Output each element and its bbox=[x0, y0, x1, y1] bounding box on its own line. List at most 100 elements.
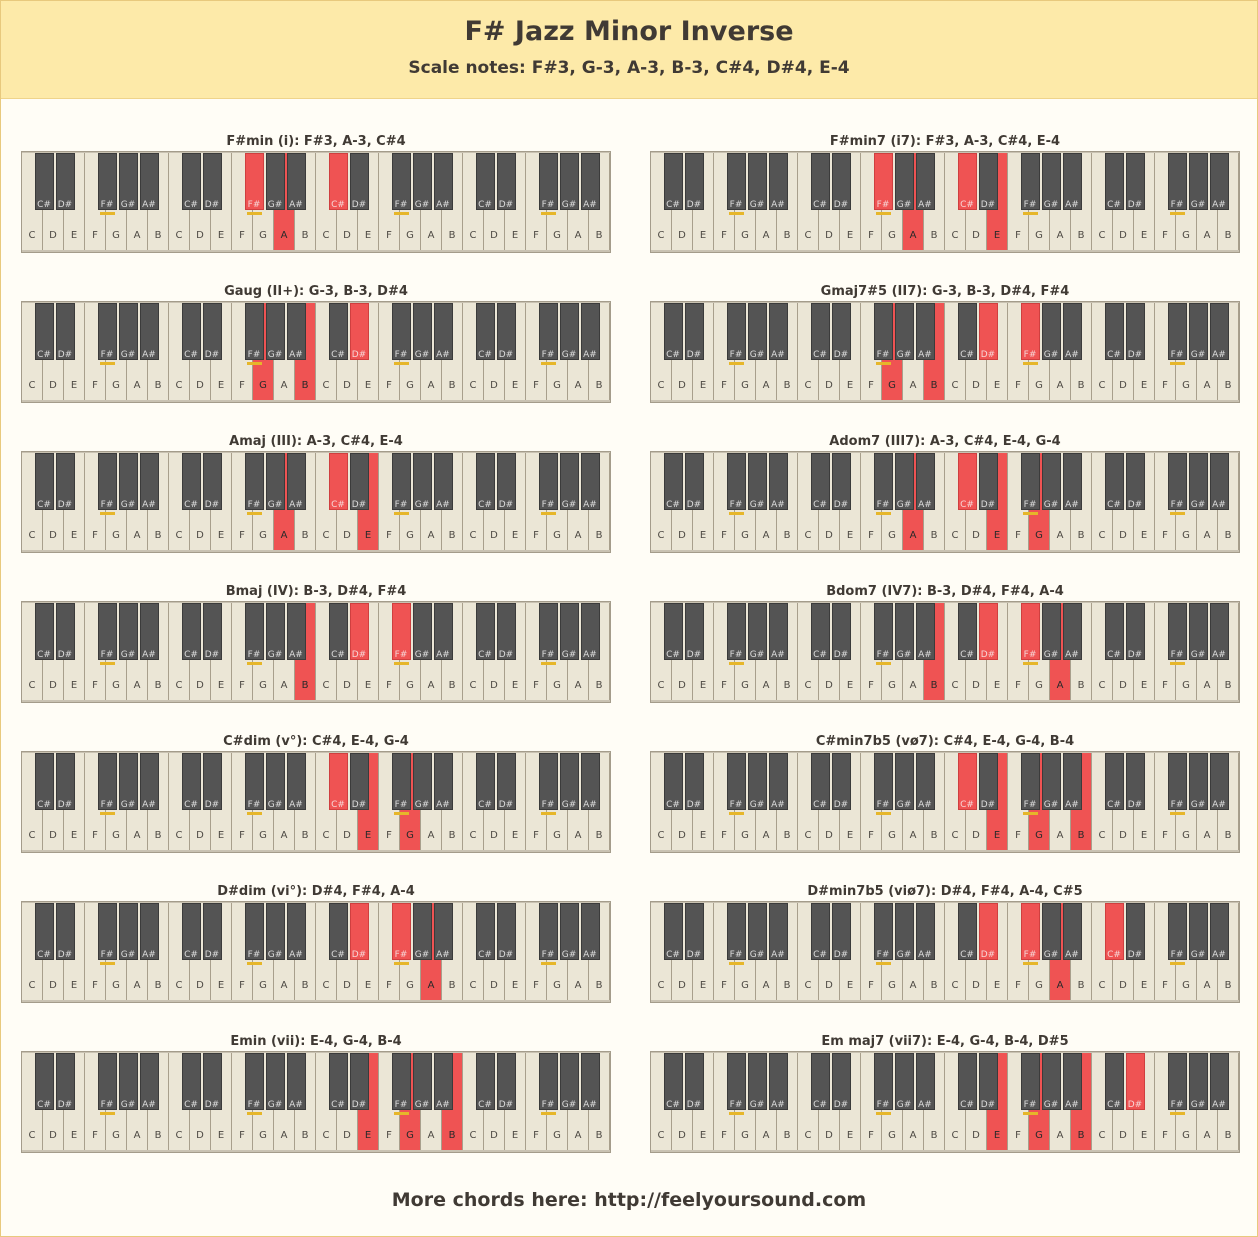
black-key-label: D# bbox=[686, 950, 702, 960]
black-key-label: C# bbox=[331, 500, 345, 510]
black-key: G# bbox=[747, 1053, 767, 1110]
black-key: D# bbox=[55, 153, 75, 210]
black-key: F# bbox=[1167, 453, 1187, 515]
white-key-label: F bbox=[1162, 380, 1168, 391]
black-key: F# bbox=[244, 1053, 264, 1115]
white-key-label: E bbox=[1140, 980, 1148, 991]
piano-keyboard: C D E F G A B C D E F G A B C D E F G A B C D E F G A B C# D# F# G# A# C#… bbox=[21, 151, 611, 253]
black-key-label: G# bbox=[267, 200, 283, 210]
black-key: F# bbox=[726, 903, 746, 965]
root-marker bbox=[728, 1112, 744, 1115]
white-key-label: A bbox=[427, 230, 435, 241]
black-key: G# bbox=[1041, 453, 1061, 510]
white-key-label: E bbox=[993, 1130, 1001, 1141]
black-key-label: A# bbox=[918, 1100, 932, 1110]
black-key: A# bbox=[139, 153, 159, 210]
black-key: A# bbox=[915, 903, 935, 960]
white-key-label: G bbox=[259, 980, 267, 991]
black-key-label: G# bbox=[896, 950, 912, 960]
black-key-label: C# bbox=[666, 500, 680, 510]
root-marker bbox=[393, 962, 409, 965]
white-key-label: D bbox=[825, 680, 833, 691]
black-key: G# bbox=[894, 153, 914, 210]
black-key: C# bbox=[957, 453, 977, 510]
black-key-label: D# bbox=[204, 800, 220, 810]
white-key-label: A bbox=[133, 830, 141, 841]
white-key-label: F bbox=[1162, 530, 1168, 541]
white-key-label: E bbox=[217, 380, 225, 391]
black-key: A# bbox=[433, 303, 453, 360]
root-marker bbox=[540, 212, 556, 215]
black-key-label: D# bbox=[833, 800, 849, 810]
footer-link-text[interactable]: More chords here: http://feelyoursound.c… bbox=[391, 1189, 867, 1211]
white-key-label: A bbox=[427, 380, 435, 391]
white-key-label: D bbox=[343, 230, 351, 241]
black-key: C# bbox=[663, 903, 683, 960]
black-key-label: A# bbox=[142, 500, 156, 510]
white-key-label: D bbox=[490, 530, 498, 541]
black-key: G# bbox=[1041, 153, 1061, 210]
white-key-label: E bbox=[1140, 830, 1148, 841]
black-key: F# bbox=[538, 903, 558, 965]
black-key: C# bbox=[1104, 1053, 1124, 1110]
black-key: G# bbox=[265, 903, 285, 960]
black-key: C# bbox=[663, 303, 683, 360]
white-key-label: E bbox=[70, 680, 78, 691]
black-key-label: G# bbox=[1043, 950, 1059, 960]
white-key-label: C bbox=[469, 380, 477, 391]
scale-notes: Scale notes: F#3, G-3, A-3, B-3, C#4, D#… bbox=[408, 58, 850, 78]
black-key-label: A# bbox=[436, 800, 450, 810]
black-key: F# bbox=[1167, 153, 1187, 215]
black-key: A# bbox=[768, 903, 788, 960]
black-key-label: G# bbox=[896, 1100, 912, 1110]
black-key-label: F# bbox=[1170, 650, 1184, 660]
white-key-label: B bbox=[1077, 830, 1085, 841]
black-key-label: F# bbox=[1023, 200, 1037, 210]
black-key: G# bbox=[1188, 603, 1208, 660]
white-key-label: F bbox=[386, 1130, 392, 1141]
white-key-label: F bbox=[92, 1130, 98, 1141]
black-key: D# bbox=[496, 1053, 516, 1110]
white-key-label: C bbox=[469, 530, 477, 541]
black-key-label: D# bbox=[980, 950, 996, 960]
black-key-label: D# bbox=[1127, 500, 1143, 510]
black-key-label: A# bbox=[1212, 800, 1226, 810]
black-key-label: C# bbox=[1107, 350, 1121, 360]
black-key-label: A# bbox=[289, 800, 303, 810]
black-key-label: A# bbox=[289, 950, 303, 960]
black-key-label: A# bbox=[436, 1100, 450, 1110]
black-key: F# bbox=[726, 1053, 746, 1115]
black-key: A# bbox=[768, 753, 788, 810]
black-key: F# bbox=[1167, 753, 1187, 815]
black-key-label: C# bbox=[1107, 800, 1121, 810]
black-key: C# bbox=[475, 153, 495, 210]
white-key-label: B bbox=[154, 380, 162, 391]
white-key-label: G bbox=[112, 530, 120, 541]
white-key-label: B bbox=[783, 1130, 791, 1141]
white-key-label: B bbox=[930, 530, 938, 541]
black-key: D# bbox=[831, 1053, 851, 1110]
black-key: D# bbox=[684, 153, 704, 210]
white-key-label: F bbox=[92, 980, 98, 991]
white-key-label: D bbox=[972, 230, 980, 241]
white-key-label: E bbox=[70, 230, 78, 241]
white-key-label: E bbox=[511, 980, 519, 991]
black-key: F# bbox=[873, 453, 893, 515]
white-key-label: D bbox=[196, 1130, 204, 1141]
black-key-label: G# bbox=[561, 1100, 577, 1110]
white-key-label: G bbox=[1182, 680, 1190, 691]
black-key: D# bbox=[831, 753, 851, 810]
white-key-label: C bbox=[951, 530, 959, 541]
black-key-label: D# bbox=[204, 650, 220, 660]
black-key-label: G# bbox=[267, 350, 283, 360]
black-key: D# bbox=[978, 903, 998, 960]
white-key-label: A bbox=[574, 680, 582, 691]
black-key: A# bbox=[1209, 603, 1229, 660]
black-key: G# bbox=[559, 603, 579, 660]
black-key-label: D# bbox=[498, 500, 514, 510]
black-key: F# bbox=[538, 303, 558, 365]
black-key-label: D# bbox=[833, 200, 849, 210]
root-marker bbox=[540, 362, 556, 365]
black-key: F# bbox=[1167, 303, 1187, 365]
black-key: D# bbox=[349, 1053, 369, 1110]
